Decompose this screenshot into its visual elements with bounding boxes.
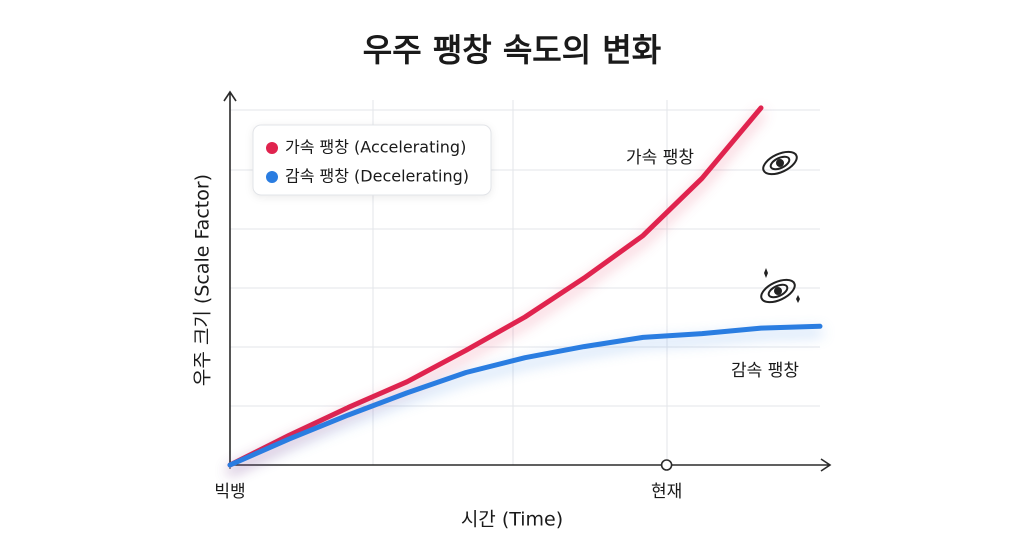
legend: 가속 팽창 (Accelerating) 감속 팽창 (Decelerating) (252, 124, 492, 196)
x-tick-marker (660, 459, 673, 471)
legend-box (252, 124, 492, 196)
x-axis-label: 시간 (Time) (461, 509, 563, 531)
legend-swatch (266, 142, 278, 154)
x-tick-label: 빅뱅 (214, 482, 245, 502)
galaxy-icon (760, 268, 800, 304)
axes (223, 90, 832, 472)
annotation: 감속 팽창 (731, 361, 799, 381)
legend-swatch (266, 171, 278, 183)
legend-label: 감속 팽창 (Decelerating) (285, 167, 469, 186)
chart-title: 우주 팽창 속도의 변화 (363, 31, 661, 69)
legend-label: 가속 팽창 (Accelerating) (285, 138, 466, 157)
y-axis-label: 우주 크기 (Scale Factor) (192, 174, 214, 386)
x-tick-label: 현재 (651, 482, 682, 502)
annotation: 가속 팽창 (626, 148, 694, 168)
series-line (227, 105, 764, 468)
x-axis (230, 458, 832, 472)
galaxy-icon (762, 150, 798, 176)
y-axis (223, 90, 237, 465)
series-line (227, 323, 823, 468)
